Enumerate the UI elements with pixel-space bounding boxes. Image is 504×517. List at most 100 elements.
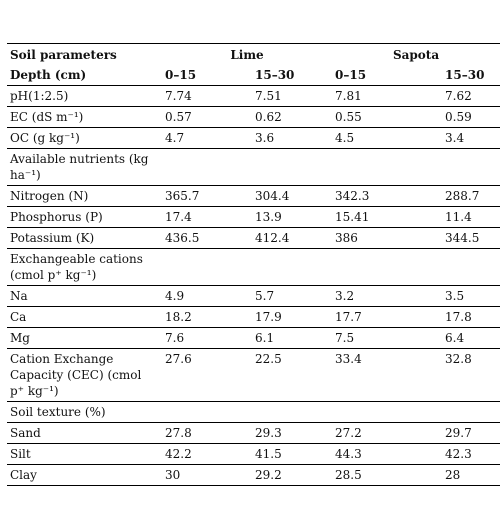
value-cell: 13.9 (252, 206, 333, 228)
data-row: pH(1:2.5) 7.74 7.51 7.81 7.62 (7, 85, 501, 107)
value-cell: 7.51 (252, 85, 333, 107)
data-row: Exchangeable cations (cmol p⁺ kg⁻¹) (7, 248, 501, 286)
value-cell (252, 401, 333, 423)
value-cell: 5.7 (252, 285, 333, 307)
value-cell: 33.4 (332, 348, 443, 402)
data-row: Silt 42.2 41.5 44.3 42.3 (7, 443, 501, 465)
value-cell: 17.4 (162, 206, 252, 228)
value-cell: 7.74 (162, 85, 252, 107)
value-cell: 29.7 (442, 422, 501, 444)
value-cell (252, 248, 333, 286)
value-cell: 30 (162, 464, 252, 486)
value-cell: 0.59 (442, 106, 501, 128)
value-cell: 386 (332, 227, 443, 249)
header-cell: Sapota (392, 48, 440, 62)
value-cell: 32.8 (442, 348, 501, 402)
row-label: Phosphorus (P) (7, 206, 162, 228)
data-row: EC (dS m⁻¹) 0.57 0.62 0.55 0.59 (7, 106, 501, 128)
value-cell: 3.4 (442, 127, 501, 149)
value-cell: 3.6 (252, 127, 333, 149)
row-label: Nitrogen (N) (7, 185, 162, 207)
row-label: Available nutrients (kg ha⁻¹) (7, 148, 162, 186)
depth-row: Depth (cm) 0–15 15–30 0–15 15–30 (7, 65, 501, 86)
depth-cell: 15–30 (252, 65, 333, 86)
data-row: Ca 18.2 17.9 17.7 17.8 (7, 306, 501, 328)
row-label: pH(1:2.5) (7, 85, 162, 107)
value-cell (442, 401, 501, 423)
data-row: Soil texture (%) (7, 401, 501, 423)
depth-cell: 0–15 (162, 65, 252, 86)
soil-table: Soil parameters Lime Sapota Depth (cm) 0–… (7, 43, 501, 486)
value-cell: 4.9 (162, 285, 252, 307)
value-cell: 42.2 (162, 443, 252, 465)
value-cell (332, 401, 443, 423)
value-cell (162, 401, 252, 423)
table-body: Soil parameters Lime Sapota Depth (cm) 0–… (7, 44, 501, 486)
data-row: Na 4.9 5.7 3.2 3.5 (7, 285, 501, 307)
row-label: Ca (7, 306, 162, 328)
data-row: Available nutrients (kg ha⁻¹) (7, 148, 501, 186)
header-cell: Lime (230, 48, 264, 62)
row-label: Mg (7, 327, 162, 349)
value-cell (442, 248, 501, 286)
row-label: Clay (7, 464, 162, 486)
data-row: OC (g kg⁻¹) 4.7 3.6 4.5 3.4 (7, 127, 501, 149)
header-row: Soil parameters Lime Sapota (7, 44, 500, 66)
value-cell: 7.62 (442, 85, 501, 107)
value-cell: 15.41 (332, 206, 443, 228)
value-cell: 18.2 (162, 306, 252, 328)
value-cell: 344.5 (442, 227, 501, 249)
value-cell (332, 248, 443, 286)
value-cell: 44.3 (332, 443, 443, 465)
value-cell: 7.5 (332, 327, 443, 349)
value-cell: 288.7 (442, 185, 501, 207)
depth-cell: Depth (cm) (7, 65, 162, 86)
value-cell: 27.8 (162, 422, 252, 444)
row-label: OC (g kg⁻¹) (7, 127, 162, 149)
value-cell (162, 248, 252, 286)
value-cell: 4.5 (332, 127, 443, 149)
value-cell: 17.8 (442, 306, 501, 328)
row-label: EC (dS m⁻¹) (7, 106, 162, 128)
value-cell: 17.7 (332, 306, 443, 328)
value-cell: 0.62 (252, 106, 333, 128)
value-cell (442, 148, 501, 186)
value-cell: 4.7 (162, 127, 252, 149)
value-cell: 7.81 (332, 85, 443, 107)
value-cell: 3.5 (442, 285, 501, 307)
value-cell: 6.4 (442, 327, 501, 349)
value-cell: 22.5 (252, 348, 333, 402)
header-cell: Soil parameters (10, 48, 117, 62)
value-cell: 304.4 (252, 185, 333, 207)
row-label: Cation Exchange Capacity (CEC) (cmol p⁺ … (7, 348, 162, 402)
value-cell: 436.5 (162, 227, 252, 249)
value-cell (252, 148, 333, 186)
data-row: Cation Exchange Capacity (CEC) (cmol p⁺ … (7, 348, 501, 402)
data-row: Clay 30 29.2 28.5 28 (7, 464, 501, 486)
data-row: Sand 27.8 29.3 27.2 29.7 (7, 422, 501, 444)
data-row: Phosphorus (P) 17.4 13.9 15.41 11.4 (7, 206, 501, 228)
value-cell: 0.57 (162, 106, 252, 128)
value-cell: 28.5 (332, 464, 443, 486)
value-cell (332, 148, 443, 186)
value-cell: 17.9 (252, 306, 333, 328)
value-cell: 41.5 (252, 443, 333, 465)
value-cell: 3.2 (332, 285, 443, 307)
value-cell: 11.4 (442, 206, 501, 228)
row-label: Silt (7, 443, 162, 465)
value-cell: 27.6 (162, 348, 252, 402)
row-label: Potassium (K) (7, 227, 162, 249)
row-label: Na (7, 285, 162, 307)
value-cell (162, 148, 252, 186)
value-cell: 7.6 (162, 327, 252, 349)
value-cell: 412.4 (252, 227, 333, 249)
data-row: Nitrogen (N) 365.7 304.4 342.3 288.7 (7, 185, 501, 207)
value-cell: 28 (442, 464, 501, 486)
value-cell: 0.55 (332, 106, 443, 128)
value-cell: 342.3 (332, 185, 443, 207)
data-row: Potassium (K) 436.5 412.4 386 344.5 (7, 227, 501, 249)
data-row: Mg 7.6 6.1 7.5 6.4 (7, 327, 501, 349)
row-label: Sand (7, 422, 162, 444)
row-label: Exchangeable cations (cmol p⁺ kg⁻¹) (7, 248, 162, 286)
